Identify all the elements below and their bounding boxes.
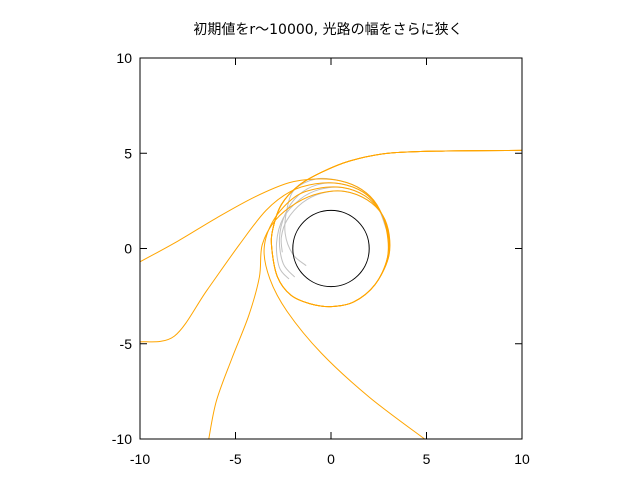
photon-path-1 xyxy=(140,149,522,308)
horizon-circle xyxy=(292,209,370,288)
y-tick-label-4: 5 xyxy=(124,145,132,161)
x-tick-label-1: -10 xyxy=(130,451,150,467)
y-tick-label-1: -10 xyxy=(112,431,132,447)
x-tick-label-2: -5 xyxy=(229,451,242,467)
y-tick-label-2: -5 xyxy=(120,336,133,352)
horizon-layer xyxy=(292,209,370,288)
x-tick-label-4: 5 xyxy=(423,451,431,467)
photon-path-3 xyxy=(263,149,522,439)
inner-path-1 xyxy=(284,177,387,267)
y-tick-label-3: 0 xyxy=(124,241,132,257)
chart-title: 初期値をr〜10000, 光路の幅をさらに狭く xyxy=(193,21,462,38)
y-tick-label-5: 10 xyxy=(116,50,132,66)
inner-paths-layer xyxy=(275,177,390,280)
plot-frame xyxy=(139,57,523,440)
x-tick-label-3: 0 xyxy=(327,451,335,467)
photon-paths-layer xyxy=(140,149,522,439)
x-tick-label-5: 10 xyxy=(514,451,530,467)
photon-path-4 xyxy=(208,149,522,439)
tick-layer: -10 -5 0 5 10 -10 -5 0 5 10 xyxy=(112,50,530,467)
